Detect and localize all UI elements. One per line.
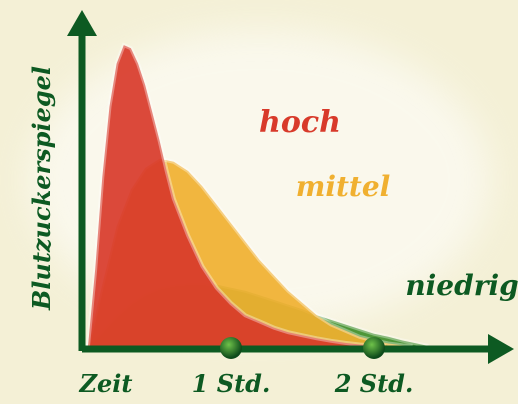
x-axis-arrow xyxy=(488,334,514,364)
series-label-mittel: mittel xyxy=(296,170,391,203)
series-line-hoch xyxy=(86,42,386,348)
series-label-niedrig: niedrig xyxy=(405,269,518,302)
series-area-hoch xyxy=(88,45,386,346)
series-layer: niedrig mittel hoch xyxy=(86,42,518,348)
x-tick-label-1: 1 Std. xyxy=(192,369,271,398)
tick-layer: 1 Std. 2 Std. xyxy=(192,337,414,398)
x-tick-marker-1 xyxy=(220,337,242,359)
series-label-hoch: hoch xyxy=(259,105,341,140)
x-tick-label-2: 2 Std. xyxy=(334,369,414,398)
x-axis-label: Zeit xyxy=(79,369,133,398)
y-axis-label: Blutzuckerspiegel xyxy=(27,66,56,311)
x-tick-marker-2 xyxy=(363,337,385,359)
y-axis-arrow xyxy=(67,10,97,36)
